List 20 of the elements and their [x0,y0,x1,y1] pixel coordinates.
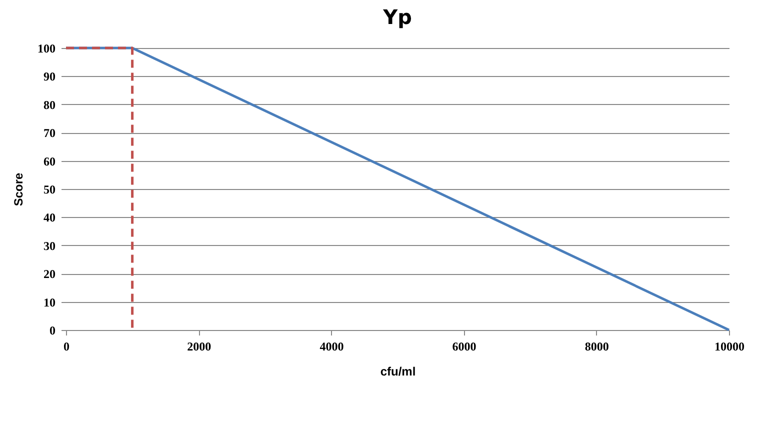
x-tick-label: 8000 [584,340,609,354]
chart-title: Yp [382,5,412,29]
y-tick-label: 80 [44,98,56,112]
x-tick-label: 2000 [187,340,212,354]
y-axis-title: Score [12,172,26,206]
y-tick-label: 100 [38,42,56,56]
y-tick-label: 90 [44,70,56,84]
x-axis-title: cfu/ml [380,364,416,378]
y-tick-label: 60 [44,154,56,168]
y-tick-label: 70 [44,126,56,140]
x-tick-label: 4000 [320,340,344,354]
x-tick-label: 0 [64,340,70,354]
y-tick-label: 50 [44,182,56,196]
x-tick-label: 6000 [452,340,476,354]
y-tick-label: 40 [44,210,56,225]
y-tick-label: 30 [44,238,56,253]
x-tick-label: 10000 [714,340,744,354]
y-tick-label: 10 [44,295,56,310]
y-tick-label: 20 [44,267,56,282]
y-tick-label: 0 [50,324,56,338]
